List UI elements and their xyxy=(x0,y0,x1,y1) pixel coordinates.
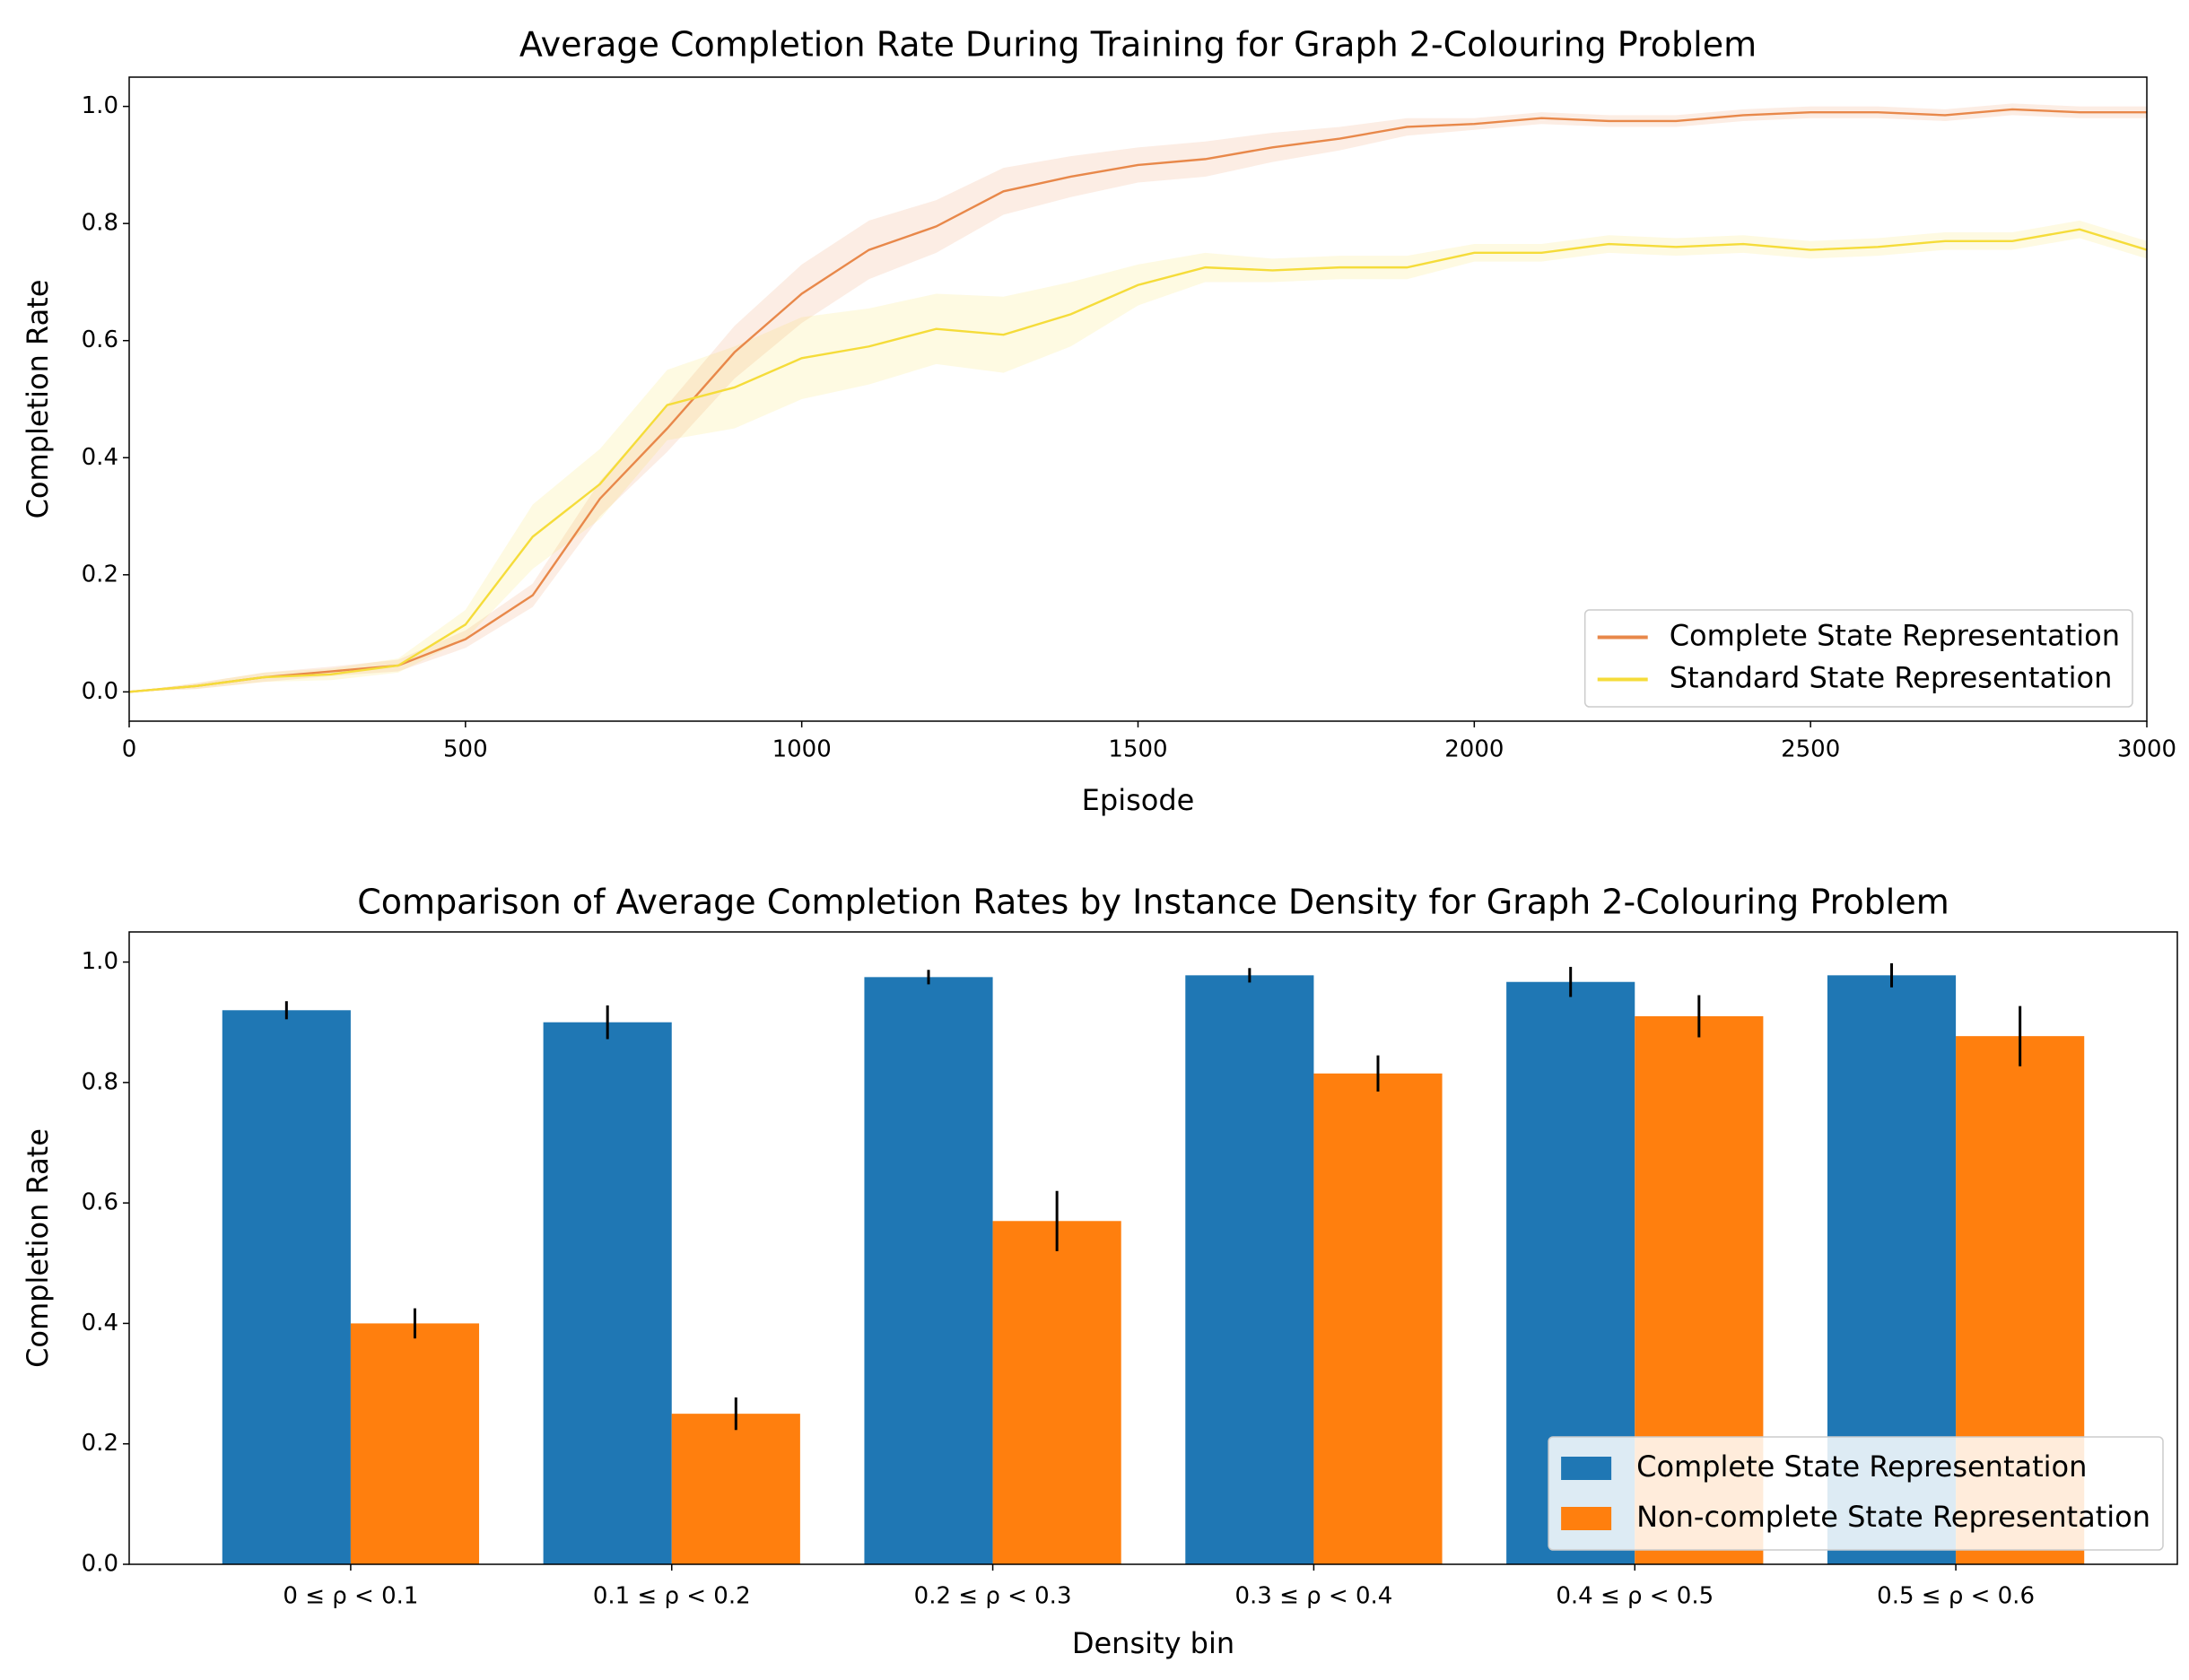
y-tick-label: 0.0 xyxy=(82,678,118,705)
y-axis-label: Completion Rate xyxy=(21,1128,55,1368)
axes-frame xyxy=(128,76,2148,722)
legend-label: Complete State Representation xyxy=(1670,619,2120,653)
y-tick-label: 0.2 xyxy=(82,561,118,588)
y-tick-label: 0.8 xyxy=(82,210,118,237)
x-tick-label: 0.3 ≤ ρ < 0.4 xyxy=(1234,1583,1392,1610)
legend-label: Standard State Representation xyxy=(1670,661,2113,695)
x-tick-label: 0.5 ≤ ρ < 0.6 xyxy=(1877,1583,2035,1610)
series-line xyxy=(128,108,2147,693)
x-tick-label: 1500 xyxy=(1108,736,1167,763)
legend: Complete State Representation Non-complet… xyxy=(1548,1436,2164,1551)
x-axis-label: Episode xyxy=(1082,783,1195,817)
series-line xyxy=(128,228,2148,693)
y-tick-label: 0.4 xyxy=(82,1310,118,1336)
axes-frame xyxy=(128,931,2178,1565)
y-tick-label: 1.0 xyxy=(82,948,118,975)
y-tick-label: 0.2 xyxy=(82,1430,118,1457)
x-tick-label: 2500 xyxy=(1781,736,1840,763)
bar xyxy=(222,1010,351,1564)
y-tick-label: 0.6 xyxy=(82,326,118,353)
x-tick-label: 0 ≤ ρ < 0.1 xyxy=(283,1583,418,1610)
bar xyxy=(543,1022,672,1564)
chart-title: Comparison of Average Completion Rates b… xyxy=(357,883,1949,922)
chart-panel: Average Completion Rate During Training … xyxy=(21,25,2176,818)
legend-swatch xyxy=(1561,1457,1612,1480)
y-tick-label: 0.8 xyxy=(82,1068,118,1095)
bar xyxy=(1185,975,1314,1564)
x-tick-label: 0 xyxy=(122,736,137,763)
bar xyxy=(992,1221,1121,1564)
x-tick-label: 1000 xyxy=(772,736,832,763)
bar xyxy=(350,1323,480,1564)
y-tick-label: 0.4 xyxy=(82,444,118,471)
bar xyxy=(671,1414,800,1564)
chart-title: Average Completion Rate During Training … xyxy=(519,25,1757,65)
y-axis-label: Completion Rate xyxy=(21,280,55,519)
plot-area xyxy=(128,103,2148,693)
x-tick-label: 500 xyxy=(443,736,488,763)
legend-swatch xyxy=(1561,1507,1612,1530)
y-tick-label: 1.0 xyxy=(82,92,118,119)
bar xyxy=(1313,1073,1443,1564)
x-tick-label: 0.2 ≤ ρ < 0.3 xyxy=(914,1583,1072,1610)
legend-box xyxy=(1583,609,2133,708)
bar xyxy=(864,977,993,1564)
x-axis-label: Density bin xyxy=(1072,1626,1234,1660)
confidence-band xyxy=(129,103,2147,692)
legend-label: Non-complete State Representation xyxy=(1636,1500,2150,1534)
x-tick-label: 3000 xyxy=(2117,736,2176,763)
y-tick-label: 0.6 xyxy=(82,1189,118,1216)
y-tick-label: 0.0 xyxy=(82,1551,118,1578)
legend-label: Complete State Representation xyxy=(1636,1449,2087,1484)
legend-box xyxy=(1548,1436,2164,1551)
x-tick-label: 0.4 ≤ ρ < 0.5 xyxy=(1556,1583,1714,1610)
x-tick-label: 0.1 ≤ ρ < 0.2 xyxy=(593,1583,751,1610)
x-tick-label: 2000 xyxy=(1444,736,1504,763)
chart-panel: Comparison of Average Completion Rates b… xyxy=(21,883,2178,1660)
legend: Complete State Representation Standard St… xyxy=(1583,609,2133,708)
